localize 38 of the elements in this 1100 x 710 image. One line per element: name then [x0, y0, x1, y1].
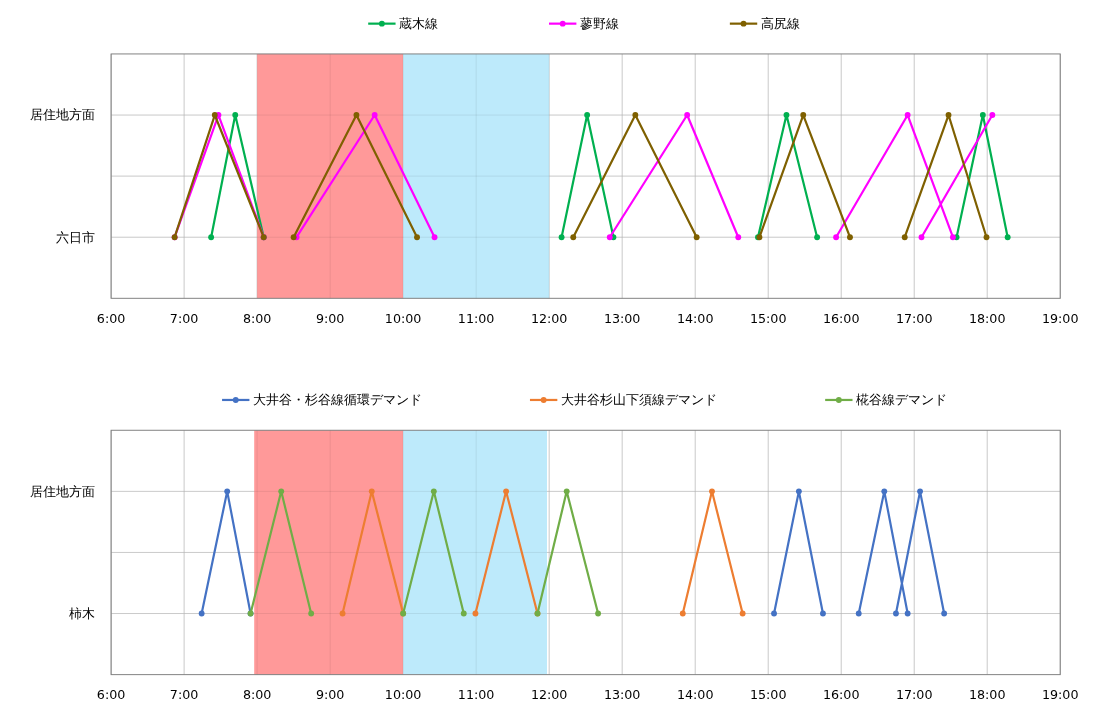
x-tick-label: 9:00: [315, 310, 345, 326]
x-tick-label: 12:00: [530, 687, 568, 703]
x-tick-label: 10:00: [384, 310, 422, 326]
x-tick-label: 6:00: [96, 687, 126, 703]
text: 六日市: [56, 229, 96, 245]
x-tick-label: 8:00: [242, 687, 272, 703]
x-tick-label: 13:00: [603, 310, 641, 326]
x-tick-label: 14:00: [676, 687, 714, 703]
x-tick-label: 12:00: [530, 310, 568, 326]
x-tick-label: 17:00: [895, 310, 933, 326]
x-tick-label: 15:00: [749, 687, 787, 703]
x-tick-label: 10:00: [384, 687, 422, 703]
text: 居住地方面: [30, 483, 96, 499]
x-tick-label: 7:00: [169, 310, 199, 326]
legend-label: 蔵木線: [399, 16, 439, 32]
x-tick-label: 16:00: [822, 310, 860, 326]
x-tick-label: 18:00: [968, 310, 1006, 326]
legend-label: 大井谷・杉谷線循環デマンド: [253, 392, 423, 408]
x-tick-label: 16:00: [822, 687, 860, 703]
x-tick-label: 13:00: [603, 687, 641, 703]
legend-label: 大井谷杉山下須線デマンド: [561, 392, 718, 408]
x-tick-label: 11:00: [457, 687, 495, 703]
x-tick-label: 18:00: [968, 687, 1006, 703]
x-tick-label: 17:00: [895, 687, 933, 703]
legend-label: 蓼野線: [580, 16, 620, 32]
x-tick-label: 8:00: [242, 310, 272, 326]
x-tick-label: 11:00: [457, 310, 495, 326]
x-tick-label: 7:00: [169, 687, 199, 703]
x-tick-label: 6:00: [96, 310, 126, 326]
x-tick-label: 19:00: [1041, 310, 1079, 326]
legend-label: 椛谷線デマンド: [856, 392, 948, 408]
x-tick-label: 9:00: [315, 687, 345, 703]
text: 柿木: [69, 605, 96, 621]
legend-label: 高尻線: [761, 16, 801, 32]
x-tick-label: 15:00: [749, 310, 787, 326]
x-tick-label: 19:00: [1041, 687, 1079, 703]
text: 居住地方面: [30, 107, 96, 123]
x-tick-label: 14:00: [676, 310, 714, 326]
